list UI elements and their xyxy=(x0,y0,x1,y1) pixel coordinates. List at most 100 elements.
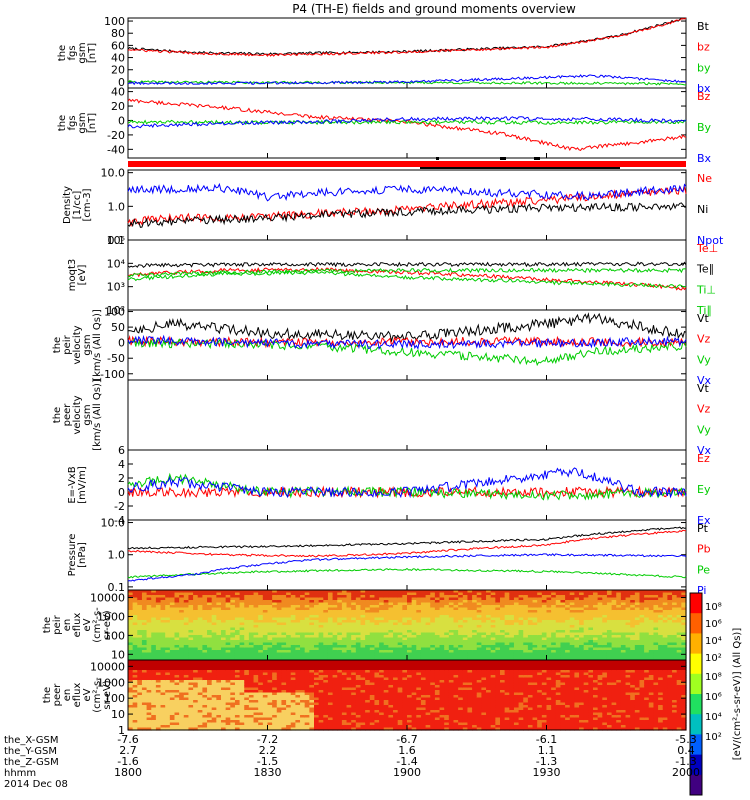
spectrogram-cell xyxy=(221,597,227,601)
spectrogram-cell xyxy=(267,627,273,631)
spectrogram-cell xyxy=(221,712,227,716)
spectrogram-cell xyxy=(351,670,357,674)
spectrogram-cell xyxy=(248,722,255,726)
spectrogram-cell xyxy=(630,590,636,594)
spectrogram-cell xyxy=(453,602,459,606)
spectrogram-cell xyxy=(453,592,459,596)
spectrogram-cell xyxy=(597,635,603,639)
spectrogram-cell xyxy=(448,617,455,621)
spectrogram-cell xyxy=(593,590,599,594)
spectrogram-cell xyxy=(309,707,315,711)
spectrogram-cell xyxy=(183,692,190,696)
spectrogram-cell xyxy=(258,697,264,701)
spectrogram-cell xyxy=(476,640,482,644)
spectrogram-cell xyxy=(504,655,510,659)
spectrogram-cell xyxy=(569,655,575,659)
spectrogram-cell xyxy=(244,680,250,684)
spectrogram-cell xyxy=(276,667,283,671)
spectrogram-cell xyxy=(518,627,524,631)
spectrogram-cell xyxy=(230,722,236,726)
spectrogram-cell xyxy=(369,622,376,626)
spectrogram-cell xyxy=(239,662,245,666)
spectrogram-cell xyxy=(518,635,524,639)
spectrogram-cell xyxy=(667,605,673,609)
spectrogram-cell xyxy=(569,657,575,661)
spectrogram-cell xyxy=(565,615,571,619)
spectrogram-cell xyxy=(327,595,334,599)
spectrogram-cell xyxy=(509,625,515,629)
spectrogram-cell xyxy=(444,590,450,594)
spectrogram-cell xyxy=(314,720,320,724)
spectrogram-cell xyxy=(286,692,292,696)
y-axis-label-line: [nT] xyxy=(87,113,98,133)
spectrogram-cell xyxy=(332,667,338,671)
spectrogram-cell xyxy=(262,637,269,641)
spectrogram-cell xyxy=(416,605,422,609)
spectrogram-cell xyxy=(504,647,510,651)
spectrogram-cell xyxy=(146,692,152,696)
spectrogram-cell xyxy=(574,632,580,636)
spectrogram-cell xyxy=(211,590,217,594)
spectrogram-cell xyxy=(653,642,659,646)
spectrogram-cell xyxy=(318,720,324,724)
spectrogram-cell xyxy=(174,722,180,726)
spectrogram-cell xyxy=(523,590,529,594)
spectrogram-cell xyxy=(360,650,366,654)
spectrogram-cell xyxy=(662,632,668,636)
spectrogram-cell xyxy=(286,615,292,619)
spectrogram-cell xyxy=(625,657,631,661)
spectrogram-cell xyxy=(672,642,678,646)
spectrogram-cell xyxy=(160,717,166,721)
spectrogram-cell xyxy=(407,600,413,604)
spectrogram-cell xyxy=(202,692,208,696)
spectrogram-cell xyxy=(346,712,352,716)
spectrogram-cell xyxy=(141,627,148,631)
spectrogram-cell xyxy=(318,685,324,689)
spectrogram-cell xyxy=(314,592,320,596)
spectrogram-cell xyxy=(365,615,371,619)
spectrogram-cell xyxy=(128,722,134,726)
spectrogram-cell xyxy=(230,702,236,706)
spectrogram-cell xyxy=(314,612,320,616)
spectrogram-cell xyxy=(304,625,310,629)
spectrogram-cell xyxy=(509,590,515,594)
spectrogram-cell xyxy=(327,597,334,601)
spectrogram-cell xyxy=(602,655,608,659)
spectrogram-cell xyxy=(207,665,213,669)
spectrogram-cell xyxy=(300,655,306,659)
spectrogram-cell xyxy=(504,637,510,641)
spectrogram-cell xyxy=(546,610,552,614)
spectrogram-cell xyxy=(388,617,394,621)
spectrogram-cell xyxy=(625,620,631,624)
spectrogram-cell xyxy=(388,592,394,596)
spectrogram-cell xyxy=(393,627,399,631)
spectrogram-cell xyxy=(676,650,682,654)
spectrogram-cell xyxy=(420,637,427,641)
spectrogram-cell xyxy=(262,712,269,716)
spectrogram-cell xyxy=(327,602,334,606)
spectrogram-cell xyxy=(616,635,622,639)
spectrogram-cell xyxy=(258,715,264,719)
spectrogram-cell xyxy=(314,650,320,654)
spectrogram-cell xyxy=(160,675,166,679)
spectrogram-cell xyxy=(476,617,482,621)
y-axis-label-line: gsm xyxy=(77,42,88,63)
spectrogram-cell xyxy=(318,630,324,634)
spectrogram-cell xyxy=(216,622,222,626)
spectrogram-cell xyxy=(555,617,562,621)
spectrogram-cell xyxy=(234,665,241,669)
spectrogram-cell xyxy=(290,700,296,704)
spectrogram-cell xyxy=(625,597,631,601)
spectrogram-cell xyxy=(532,605,538,609)
spectrogram-cell xyxy=(434,657,441,661)
spectrogram-cell xyxy=(290,712,296,716)
spectrogram-cell xyxy=(462,605,469,609)
spectrogram-cell xyxy=(216,612,222,616)
spectrogram-cell xyxy=(128,677,134,681)
spectrogram-cell xyxy=(383,605,389,609)
spectrogram-cell xyxy=(327,657,334,661)
spectrogram-cell xyxy=(128,622,134,626)
spectrogram-cell xyxy=(620,610,627,614)
y-tick-label: 10.0 xyxy=(101,517,126,530)
spectrogram-cell xyxy=(327,610,334,614)
